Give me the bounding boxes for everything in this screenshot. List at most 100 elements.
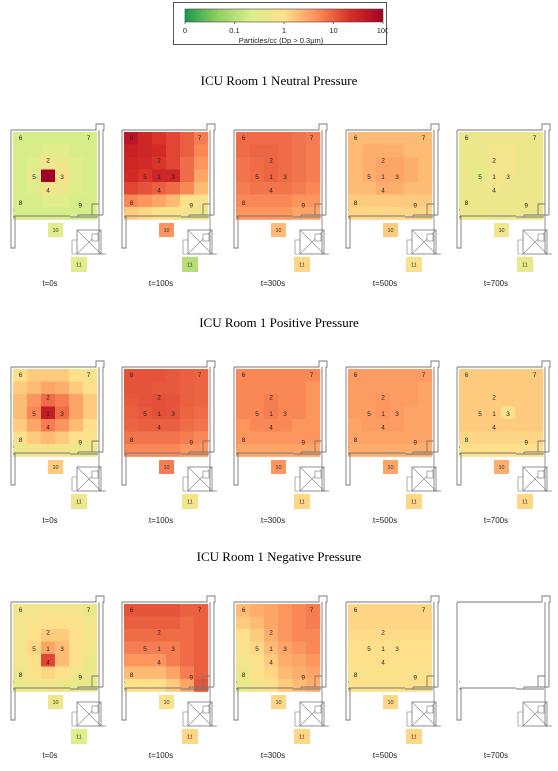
heatmap-cell bbox=[41, 144, 56, 158]
zone-label: 8 bbox=[354, 200, 358, 207]
zone-label: 8 bbox=[130, 200, 134, 207]
zone-label: 7 bbox=[310, 607, 314, 614]
heatmap-cell bbox=[69, 616, 84, 630]
room-wall bbox=[516, 602, 549, 690]
time-label: t=0s bbox=[42, 751, 57, 760]
bathroom-outline bbox=[76, 229, 102, 255]
zone-label: 10 bbox=[52, 700, 58, 706]
zone-label: 5 bbox=[367, 174, 371, 181]
colorbar-tick-label: 0 bbox=[183, 26, 187, 35]
heatmap-cell bbox=[55, 444, 70, 457]
room-wall bbox=[405, 367, 438, 455]
heatmap-cell bbox=[194, 394, 209, 407]
zone-label: 9 bbox=[78, 203, 82, 210]
zone-label: 1 bbox=[46, 411, 50, 418]
room-10-cell bbox=[271, 223, 286, 237]
heatmap-cell bbox=[348, 654, 363, 667]
heatmap-cell bbox=[41, 616, 56, 630]
heatmap-cell bbox=[418, 169, 433, 183]
room-11-cell bbox=[71, 729, 87, 744]
zone-label: 3 bbox=[283, 174, 287, 181]
heatmap-cell bbox=[306, 419, 321, 432]
room-wall bbox=[71, 711, 77, 727]
heatmap-cell bbox=[473, 207, 488, 220]
heatmap-cell bbox=[292, 654, 307, 667]
room-10-cell bbox=[383, 223, 398, 237]
zone-label: 2 bbox=[381, 158, 385, 165]
heatmap-cell bbox=[264, 641, 279, 655]
zone-label: 6 bbox=[354, 135, 358, 142]
zone-label: 3 bbox=[395, 174, 399, 181]
heatmap-cell bbox=[376, 641, 391, 655]
heatmap-cell bbox=[13, 169, 28, 183]
heatmap-cell bbox=[404, 431, 419, 445]
zone-label: 11 bbox=[187, 263, 193, 269]
zone-label: 8 bbox=[465, 200, 469, 207]
heatmap-cell bbox=[306, 381, 321, 395]
room-wall bbox=[321, 215, 329, 255]
heatmap-cell bbox=[152, 629, 167, 642]
zone-label: 10 bbox=[387, 700, 393, 706]
heatmap-cell bbox=[83, 182, 98, 195]
heatmap-cell bbox=[292, 394, 307, 407]
room-11-cell bbox=[71, 494, 87, 509]
heatmap-cell bbox=[27, 419, 42, 432]
zone-label: 11 bbox=[522, 500, 528, 506]
colorbar-tick-label: 100 bbox=[377, 26, 388, 35]
zone-label: 1 bbox=[157, 646, 161, 653]
zone-label: 6 bbox=[130, 372, 134, 379]
heatmap-cell bbox=[138, 169, 153, 183]
zone-label: 9 bbox=[413, 440, 417, 447]
heatmap-cell bbox=[138, 207, 153, 220]
heatmap-cell bbox=[27, 169, 42, 183]
heatmap-cell bbox=[473, 182, 488, 195]
floor-plan-panel: 1 2 3 4 5 6 7 8 9 10 11 t=700s bbox=[456, 123, 552, 288]
zone-label: 5 bbox=[478, 174, 482, 181]
heatmap-cell bbox=[83, 194, 98, 208]
zone-label: 3 bbox=[60, 411, 64, 418]
room-wall bbox=[181, 130, 214, 218]
colorbar-tick-label: 1 bbox=[282, 26, 286, 35]
heatmap-cell bbox=[180, 431, 195, 445]
zone-label: 1 bbox=[157, 174, 161, 181]
zone-label: 4 bbox=[269, 425, 273, 432]
room-wall bbox=[405, 130, 438, 218]
heatmap-cell bbox=[418, 444, 433, 457]
heatmap-cell bbox=[166, 666, 181, 680]
time-label: t=700s bbox=[484, 516, 508, 525]
heatmap-cell bbox=[418, 207, 433, 220]
heatmap-cell bbox=[124, 679, 139, 692]
heatmap-cell bbox=[124, 132, 139, 145]
time-label: t=500s bbox=[373, 279, 397, 288]
heatmap-cell bbox=[348, 169, 363, 183]
heatmap-cell bbox=[124, 616, 139, 630]
heatmap-cell bbox=[306, 444, 321, 457]
heatmap-cell bbox=[264, 444, 279, 457]
heatmap-cell bbox=[194, 381, 209, 395]
room-11-cell bbox=[294, 729, 310, 744]
heatmap-cell bbox=[278, 144, 293, 158]
heatmap-cell bbox=[55, 132, 70, 145]
zone-label: 7 bbox=[87, 372, 91, 379]
zone-label: 2 bbox=[269, 630, 273, 637]
heatmap-cell bbox=[348, 666, 363, 680]
heatmap-cell bbox=[152, 194, 167, 208]
zone-label: 8 bbox=[465, 437, 469, 444]
zone-label: 9 bbox=[189, 675, 193, 682]
heatmap-cell bbox=[83, 207, 98, 220]
heatmap-cell bbox=[138, 157, 153, 170]
heatmap-cell bbox=[529, 419, 544, 432]
heatmap-cell bbox=[278, 182, 293, 195]
zone-label: 10 bbox=[163, 228, 169, 234]
heatmap-cell bbox=[390, 431, 405, 445]
heatmap-cell bbox=[69, 394, 84, 407]
heatmap-cell bbox=[278, 604, 293, 617]
heatmap-cell bbox=[13, 629, 28, 642]
zone-label: 3 bbox=[171, 646, 175, 653]
heatmap-cell bbox=[69, 406, 84, 420]
room-wall bbox=[233, 123, 328, 249]
heatmap-cell bbox=[166, 654, 181, 667]
heatmap-cell bbox=[41, 604, 56, 617]
heatmap-cell bbox=[515, 406, 530, 420]
colorbar-tick-label: 10 bbox=[329, 26, 337, 35]
